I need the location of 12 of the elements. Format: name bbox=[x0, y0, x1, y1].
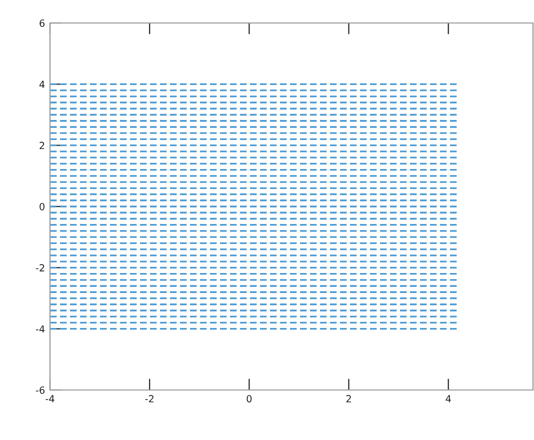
y-tick-label: 4 bbox=[39, 80, 45, 88]
x-tick-label: 4 bbox=[446, 395, 451, 402]
x-tick-label: -4 bbox=[46, 395, 54, 402]
y-tick-label: -2 bbox=[36, 264, 44, 272]
y-tick-label: -4 bbox=[36, 325, 45, 333]
y-tick-label: -6 bbox=[36, 386, 45, 394]
x-tick-label: -2 bbox=[145, 395, 154, 402]
y-tick-label: 6 bbox=[40, 19, 45, 27]
y-tick-label: 0 bbox=[40, 202, 44, 210]
x-tick-label: 0 bbox=[246, 395, 252, 402]
y-tick-label: 2 bbox=[40, 142, 44, 150]
x-tick-label: 2 bbox=[346, 395, 351, 402]
